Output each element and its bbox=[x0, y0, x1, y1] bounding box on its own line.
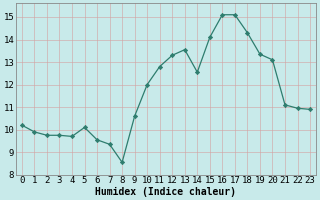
X-axis label: Humidex (Indice chaleur): Humidex (Indice chaleur) bbox=[95, 186, 236, 197]
